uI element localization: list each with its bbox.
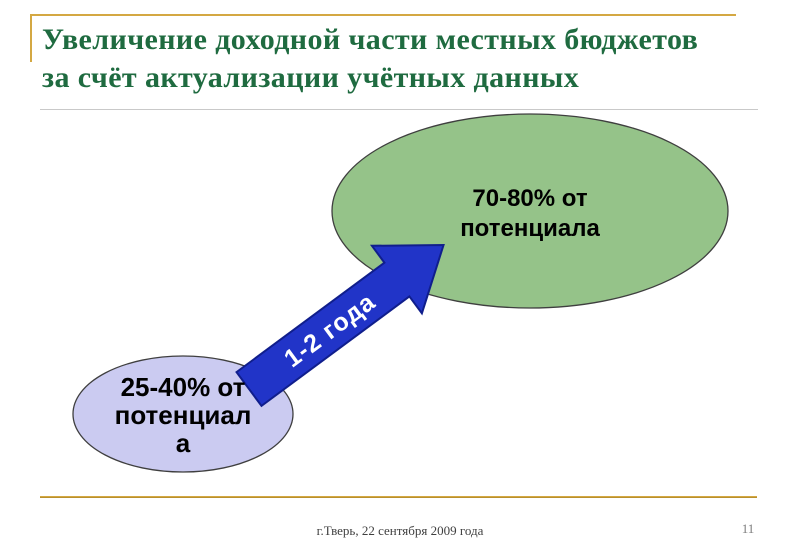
slide-title: Увеличение доходной части местных бюджет… [42, 21, 772, 97]
large-ellipse-label-line1: 70-80% от [472, 185, 587, 212]
footer-divider [40, 496, 757, 498]
page-number: 11 [741, 521, 755, 536]
small-ellipse-label-line1: 25-40% от [121, 372, 246, 402]
small-ellipse-label-line3: а [176, 428, 191, 458]
footer-date-location: г.Тверь, 22 сентября 2009 года [316, 523, 484, 538]
slide-title-line1: Увеличение доходной части местных бюджет… [42, 23, 699, 56]
slide-title-line2: за счёт актуализации учётных данных [42, 61, 580, 94]
small-ellipse-label-line2: потенциал [115, 400, 252, 430]
gold-corner-border [30, 14, 736, 62]
title-underline [40, 109, 758, 110]
large-ellipse-label-line2: потенциала [460, 215, 600, 242]
small-potential-ellipse [72, 355, 294, 473]
arrow-shape [235, 244, 445, 408]
